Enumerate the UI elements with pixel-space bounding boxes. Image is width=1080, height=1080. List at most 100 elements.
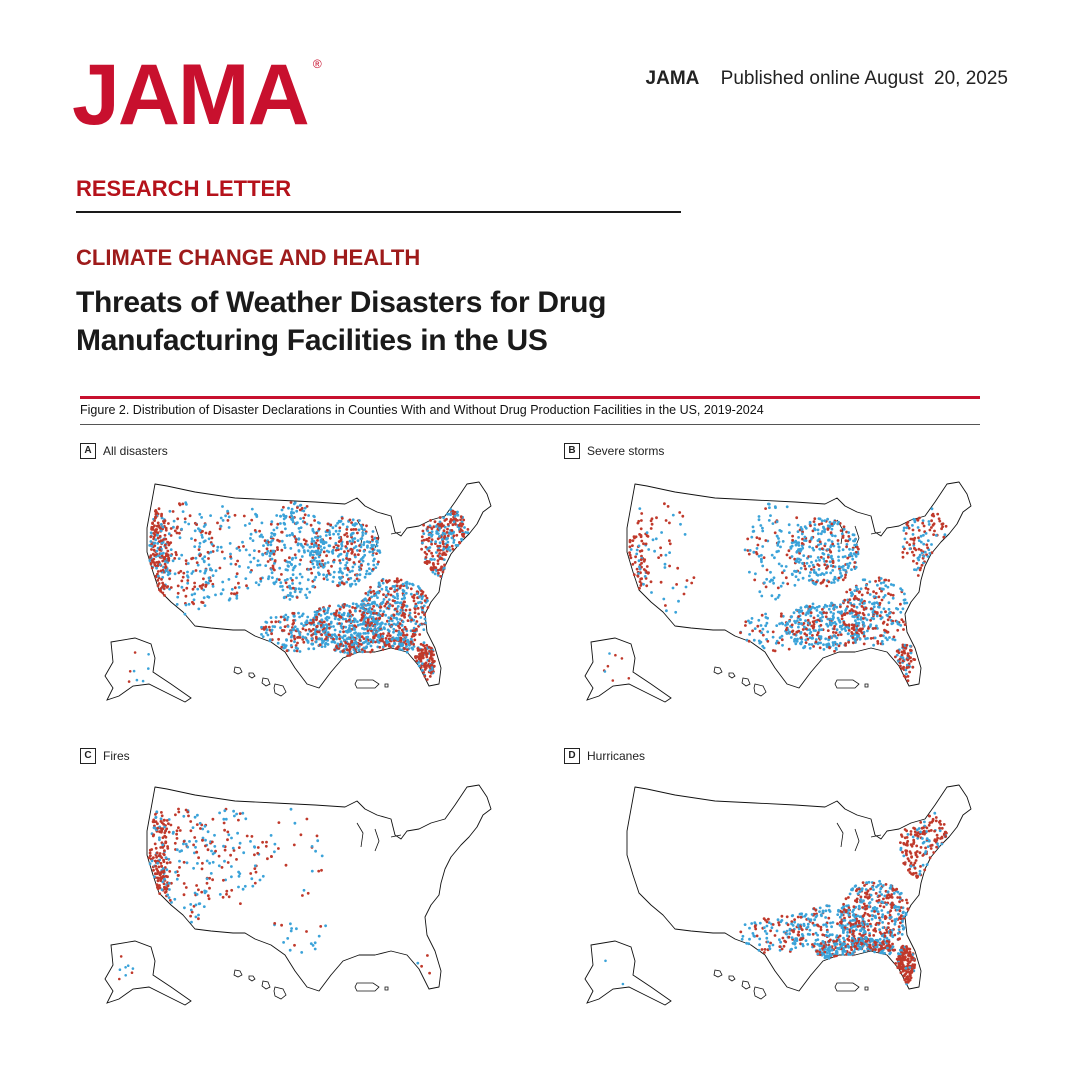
county-dot [254, 512, 257, 516]
county-dot [402, 637, 406, 641]
county-dot [309, 545, 313, 549]
county-dot [401, 634, 405, 637]
county-dot [340, 613, 344, 617]
county-dot [430, 538, 434, 542]
county-dot [638, 549, 642, 553]
county-dot [375, 544, 379, 548]
county-dot [364, 624, 368, 627]
county-dot [804, 539, 808, 542]
county-dot [807, 555, 811, 558]
county-dot [339, 547, 343, 551]
county-dot [856, 925, 860, 928]
county-dot [432, 525, 436, 529]
county-dot [218, 527, 222, 531]
county-dot [346, 651, 349, 655]
county-dot [264, 844, 268, 848]
county-dot [789, 636, 793, 639]
county-dot [793, 639, 796, 643]
county-dot [857, 629, 861, 632]
county-dot [180, 585, 184, 589]
county-dot [155, 883, 159, 886]
county-dot [367, 607, 371, 611]
county-dot [341, 558, 345, 561]
county-dot [631, 539, 635, 542]
county-dot [221, 588, 225, 592]
county-dot [201, 529, 204, 533]
county-dot [631, 544, 634, 547]
county-dot [189, 903, 193, 906]
county-dot [846, 598, 850, 602]
us-outline [626, 784, 972, 992]
county-dot [761, 564, 765, 568]
county-dot [817, 532, 820, 536]
county-dot [865, 907, 869, 910]
county-dot [811, 563, 815, 567]
county-dot [893, 906, 896, 909]
county-dot [450, 544, 454, 548]
county-dot [241, 811, 245, 815]
county-dot [664, 553, 668, 557]
county-dot [194, 845, 197, 849]
county-dot [397, 630, 401, 634]
county-dot [429, 566, 433, 570]
county-dot [899, 610, 903, 614]
county-dot [163, 533, 167, 537]
county-dot [628, 551, 631, 554]
county-dot [338, 581, 341, 585]
county-dot [859, 898, 863, 901]
county-dot [420, 654, 423, 657]
county-dot [266, 543, 270, 547]
county-dot [915, 562, 919, 565]
county-dot [307, 647, 311, 651]
county-dot [634, 535, 638, 539]
county-dot [374, 617, 378, 621]
county-dot [429, 540, 433, 544]
county-dot [179, 569, 183, 573]
county-dot [196, 862, 199, 865]
county-dot [258, 878, 262, 882]
county-dot [133, 651, 137, 654]
county-dot [270, 520, 274, 524]
county-dot [895, 905, 899, 909]
county-dot [749, 621, 753, 624]
county-dot [864, 637, 867, 641]
county-dot [289, 594, 292, 597]
county-dot [883, 894, 887, 898]
county-dot [873, 914, 877, 918]
county-dot [303, 550, 306, 554]
county-dot [249, 840, 252, 843]
county-dot [917, 539, 921, 542]
map-all-disasters [104, 481, 492, 703]
county-dot [367, 641, 371, 645]
county-dot [233, 513, 237, 517]
county-dot [433, 520, 437, 524]
county-dot [653, 549, 656, 553]
county-dot [823, 519, 827, 523]
county-dot [283, 546, 287, 549]
county-dot [390, 619, 394, 623]
county-dot [405, 584, 408, 588]
county-dot [318, 560, 321, 563]
county-dot [339, 561, 342, 565]
county-dot [286, 564, 290, 568]
county-dot [205, 859, 209, 863]
county-dot [424, 594, 427, 598]
county-dot [677, 599, 680, 603]
county-dot [422, 651, 426, 655]
county-dot [776, 586, 780, 590]
county-dot [266, 857, 269, 861]
county-dot [363, 627, 366, 631]
county-dot [873, 927, 877, 931]
county-dot [290, 511, 293, 515]
county-dot [159, 820, 163, 823]
county-dot [320, 633, 324, 637]
county-dot [878, 937, 882, 941]
county-dot [289, 630, 293, 634]
county-dot [421, 529, 425, 533]
county-dot [151, 552, 155, 556]
county-dot [668, 551, 671, 554]
county-dot [761, 644, 765, 648]
county-dot [249, 532, 253, 536]
county-dot [276, 522, 280, 526]
county-dot [314, 556, 317, 560]
